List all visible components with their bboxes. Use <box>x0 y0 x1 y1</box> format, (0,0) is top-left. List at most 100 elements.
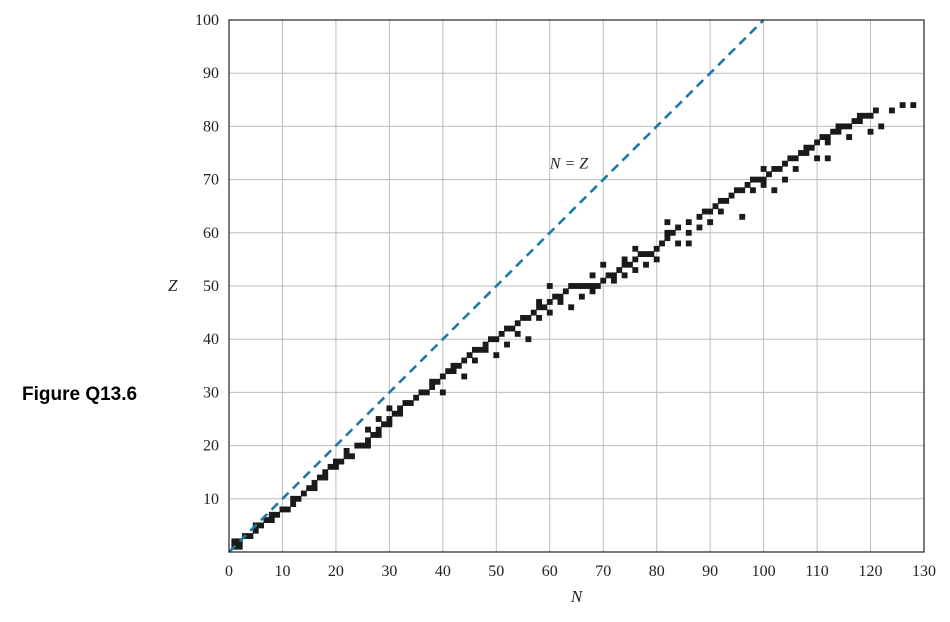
reference-line-n-equals-z <box>228 19 765 553</box>
data-point <box>498 330 505 337</box>
data-point <box>717 208 724 215</box>
data-point <box>766 171 772 178</box>
data-point <box>798 150 804 156</box>
x-tick-label: 90 <box>702 563 718 580</box>
data-point <box>375 416 382 422</box>
data-point <box>359 442 366 449</box>
data-point <box>514 320 521 327</box>
data-point <box>771 187 778 194</box>
data-point <box>562 288 569 295</box>
data-point <box>792 166 799 172</box>
data-point <box>744 181 751 188</box>
data-point <box>632 267 639 273</box>
x-tick-label: 120 <box>859 563 883 580</box>
data-point <box>584 283 591 289</box>
data-point <box>739 187 746 194</box>
data-point <box>316 474 323 481</box>
data-point <box>739 213 746 220</box>
data-point <box>413 394 420 401</box>
data-point <box>867 112 874 119</box>
data-point <box>696 224 703 231</box>
data-point <box>824 134 831 140</box>
data-point <box>819 134 826 140</box>
y-tick-label: 60 <box>203 225 219 242</box>
data-point <box>311 485 318 492</box>
data-point <box>782 176 788 183</box>
data-point <box>504 325 510 332</box>
data-point <box>707 219 714 226</box>
data-point <box>434 378 441 385</box>
data-point <box>300 490 307 497</box>
data-point <box>375 426 382 433</box>
data-point <box>707 208 714 215</box>
data-point <box>520 314 526 321</box>
figure-label: Figure Q13.6 <box>22 384 138 405</box>
data-point <box>728 192 735 199</box>
data-point <box>482 346 489 353</box>
y-tick-label: 40 <box>203 331 219 348</box>
data-point <box>888 107 895 114</box>
data-point <box>391 410 398 417</box>
data-point <box>696 213 703 220</box>
data-point <box>450 368 457 375</box>
data-point <box>846 134 853 140</box>
data-point <box>284 506 291 513</box>
x-tick-label: 50 <box>488 563 504 580</box>
data-point <box>637 251 644 258</box>
data-point <box>856 112 863 119</box>
data-point <box>856 118 863 125</box>
data-point <box>643 261 649 268</box>
x-tick-label: 80 <box>649 563 665 580</box>
x-tick-label: 100 <box>752 563 776 580</box>
data-point <box>749 176 756 183</box>
data-point <box>546 299 553 305</box>
data-point <box>343 447 350 454</box>
data-point <box>450 362 457 369</box>
data-point <box>846 123 853 130</box>
data-point <box>231 538 238 545</box>
data-point <box>365 437 371 444</box>
data-point <box>365 442 371 449</box>
data-point <box>557 293 564 300</box>
data-point <box>306 485 313 492</box>
data-point <box>675 224 682 231</box>
data-point <box>370 432 377 438</box>
data-point <box>504 341 510 348</box>
data-point <box>279 506 286 513</box>
data-point <box>525 336 532 343</box>
data-point <box>365 426 371 433</box>
data-point <box>525 314 532 321</box>
data-point <box>375 432 382 438</box>
data-point <box>546 309 553 316</box>
data-point <box>439 373 446 380</box>
y-tick-label: 90 <box>203 65 219 82</box>
data-point <box>792 155 799 162</box>
data-point <box>610 277 617 284</box>
data-point <box>429 378 436 385</box>
data-point <box>771 166 778 172</box>
data-point <box>536 304 543 311</box>
data-point <box>290 501 297 508</box>
data-point <box>664 229 671 236</box>
data-point <box>332 463 339 470</box>
data-point <box>803 144 810 151</box>
y-tick-label: 80 <box>203 118 219 135</box>
data-point <box>343 453 350 460</box>
data-point <box>274 511 281 518</box>
data-point <box>461 357 468 364</box>
data-point <box>594 283 601 289</box>
data-point <box>664 219 671 226</box>
data-point <box>621 272 628 279</box>
y-tick-labels: 10 20 30 40 50 60 70 80 90 100 <box>195 12 219 508</box>
data-point <box>659 240 665 247</box>
data-point <box>546 283 553 289</box>
data-point <box>803 150 810 156</box>
y-tick-label: 70 <box>203 172 219 189</box>
data-point <box>236 543 243 550</box>
data-point <box>814 139 821 146</box>
data-point <box>552 293 559 300</box>
data-point <box>669 229 676 236</box>
data-point <box>723 197 730 204</box>
data-point <box>488 336 494 343</box>
data-point <box>589 288 596 295</box>
